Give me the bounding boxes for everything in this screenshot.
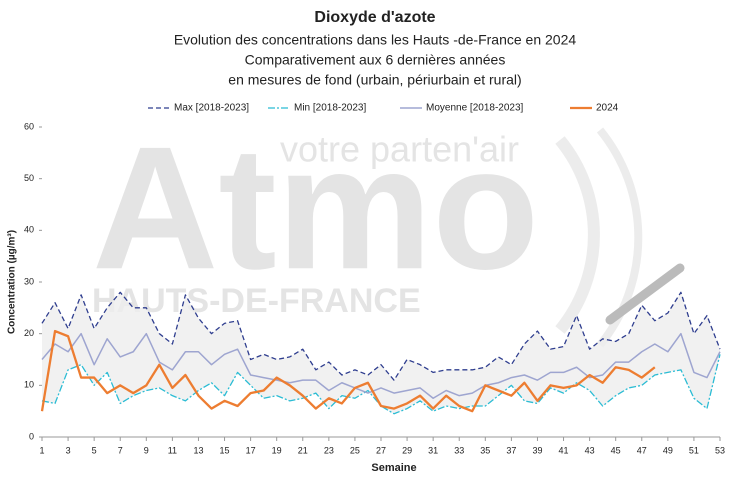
y-tick-label: 60 (24, 121, 34, 131)
x-tick-label: 19 (272, 445, 282, 455)
chart-subtitle: Comparativement aux 6 dernières années (245, 52, 506, 68)
x-tick-label: 33 (454, 445, 464, 455)
x-tick-label: 31 (428, 445, 438, 455)
legend-item: Min [2018-2023] (268, 103, 366, 114)
x-tick-label: 13 (193, 445, 203, 455)
x-tick-label: 37 (506, 445, 516, 455)
watermark-text: votre parten'air (280, 129, 519, 170)
watermark-text: Atmo (92, 111, 539, 306)
x-tick-label: 23 (324, 445, 334, 455)
x-axis-label: Semaine (371, 462, 416, 474)
x-tick-label: 11 (168, 445, 177, 455)
range-band (42, 292, 720, 414)
x-tick-label: 7 (118, 445, 123, 455)
x-tick-label: 39 (532, 445, 542, 455)
x-tick-label: 43 (585, 445, 595, 455)
legend-label: Max [2018-2023] (174, 103, 249, 114)
x-tick-label: 1 (39, 445, 44, 455)
x-tick-label: 3 (66, 445, 71, 455)
watermark: votre parten'air Atmo HAUTS-DE-FRANCE (92, 111, 685, 348)
x-tick-label: 9 (144, 445, 149, 455)
x-tick-label: 15 (220, 445, 230, 455)
y-tick-label: 40 (24, 225, 34, 235)
y-tick-label: 50 (24, 173, 34, 183)
legend-label: 2024 (596, 103, 619, 114)
x-tick-label: 47 (637, 445, 647, 455)
x-tick-label: 35 (480, 445, 490, 455)
x-tick-label: 41 (559, 445, 569, 455)
x-tick-label: 17 (246, 445, 256, 455)
chart-subtitle: en mesures de fond (urbain, périurbain e… (228, 72, 521, 88)
x-tick-label: 51 (689, 445, 699, 455)
x-tick-label: 29 (402, 445, 412, 455)
y-tick-label: 20 (24, 328, 34, 338)
series-line (41, 291, 721, 381)
x-tick-label: 27 (376, 445, 386, 455)
x-tick-label: 21 (298, 445, 308, 455)
chart-title: Dioxyde d'azote (314, 9, 435, 26)
legend-label: Min [2018-2023] (294, 103, 366, 114)
y-tick-label: 30 (24, 276, 34, 286)
y-tick-label: 0 (29, 431, 34, 441)
y-axis-label: Concentration (µg/m³) (7, 230, 18, 334)
legend-item: 2024 (570, 103, 619, 114)
watermark-arc (605, 263, 685, 325)
x-tick-label: 45 (611, 445, 621, 455)
y-tick-label: 10 (24, 380, 34, 390)
x-tick-label: 53 (715, 445, 725, 455)
x-tick-label: 5 (92, 445, 97, 455)
series-line (40, 329, 656, 413)
legend-item: Max [2018-2023] (148, 103, 249, 114)
watermark-arc (555, 136, 600, 334)
x-tick-label: 25 (350, 445, 360, 455)
legend-item: Moyenne [2018-2023] (400, 103, 524, 114)
legend-label: Moyenne [2018-2023] (426, 103, 524, 114)
x-tick-label: 49 (663, 445, 673, 455)
series-line (41, 332, 721, 399)
chart-subtitle: Evolution des concentrations dans les Ha… (174, 32, 577, 48)
